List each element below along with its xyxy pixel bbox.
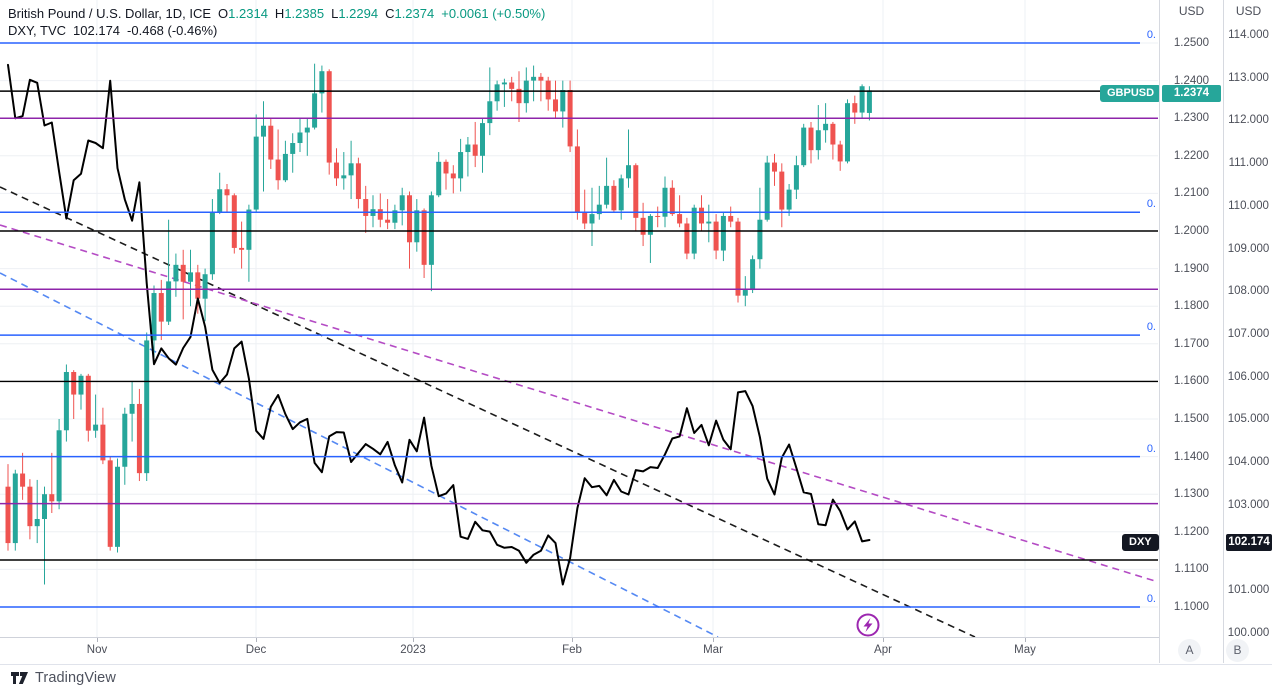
trendlines [0, 186, 1156, 638]
chart-pane[interactable] [0, 0, 1272, 663]
scale-b-button[interactable]: B [1226, 639, 1249, 662]
dxy-tick-label: 106.000 [1227, 370, 1270, 383]
fib-level-label: 0. [1146, 321, 1156, 334]
magenta-dashed-trendline [0, 224, 1156, 582]
fib-level-label: 0. [1146, 593, 1156, 605]
legend-row-dxy[interactable]: DXY, TVC 102.174 -0.468 (-0.46%) [8, 22, 545, 39]
candlestick-series [5, 63, 872, 585]
tradingview-logo-icon [11, 672, 28, 684]
time-tick-label: Apr [874, 644, 892, 656]
gbpusd-tick-label: 1.1400 [1173, 450, 1210, 463]
dxy-tick-label: 107.000 [1227, 327, 1270, 340]
fib-level-label: 0. [1146, 198, 1156, 211]
gbpusd-tick-label: 1.1200 [1173, 525, 1210, 538]
time-tick-mark [97, 638, 98, 642]
tradingview-logo-text: TradingView [35, 669, 116, 686]
gbpusd-tick-label: 1.2000 [1173, 225, 1210, 237]
ohlc-low: L1.2294 [331, 6, 379, 21]
dxy-tick-label: 103.000 [1227, 498, 1270, 511]
time-tick-label: Dec [245, 644, 267, 656]
dxy-tick-label: 108.000 [1227, 285, 1270, 298]
gbpusd-scale-currency: USD [1178, 4, 1205, 18]
dxy-tick-label: 114.000 [1228, 29, 1269, 41]
symbol-title: British Pound / U.S. Dollar, 1D, ICE [8, 6, 212, 21]
dxy-value: 102.174 [73, 23, 121, 38]
dxy-tick-label: 101.000 [1227, 584, 1270, 597]
daily-change: +0.0061 (+0.50%) [441, 6, 546, 21]
time-scale[interactable]: Nov Dec 2023 Feb Mar Apr May [0, 637, 1272, 665]
dxy-tick-label: 104.000 [1227, 456, 1270, 468]
dxy-price-scale[interactable]: USD 102.174 114.000 113.000 112.000 111.000… [1223, 0, 1272, 663]
time-tick-mark [413, 638, 414, 642]
time-tick-label: May [1014, 644, 1036, 656]
dxy-tick-label: 111.000 [1228, 157, 1269, 170]
symbol-legend: British Pound / U.S. Dollar, 1D, ICE O1.… [8, 5, 545, 39]
gbpusd-tick-label: 1.1900 [1173, 262, 1210, 275]
time-tick-mark [1025, 638, 1026, 642]
dxy-tick-label: 105.000 [1227, 413, 1270, 426]
overlay-title: DXY, TVC [8, 23, 67, 38]
dxy-tick-label: 112.000 [1228, 114, 1269, 127]
gbpusd-tick-label: 1.1600 [1173, 375, 1210, 388]
gbpusd-tick-label: 1.2500 [1173, 37, 1210, 49]
dxy-tick-label: 110.000 [1228, 199, 1269, 212]
time-tick-label: 2023 [400, 644, 426, 656]
dxy-scale-currency: USD [1235, 4, 1262, 18]
fib-level-label: 0. [1146, 442, 1156, 455]
dxy-tick-label: 113.000 [1228, 71, 1269, 84]
dxy-tick-label: 100.000 [1227, 626, 1270, 639]
blue-dashed-trendline [0, 272, 719, 638]
gbpusd-tick-label: 1.1000 [1173, 601, 1210, 613]
horizontal-level-lines [0, 42, 1158, 608]
gbpusd-tick-label: 1.1300 [1173, 488, 1210, 501]
ohlc-close: C1.2374 [385, 6, 435, 21]
gbpusd-last-price-label: 1.2374 [1162, 85, 1221, 102]
ohlc-high: H1.2385 [274, 6, 325, 21]
grid [0, 0, 1158, 637]
gbpusd-tick-label: 1.2400 [1173, 74, 1210, 87]
lightning-marker-icon[interactable] [856, 613, 880, 637]
tradingview-logo[interactable]: TradingView [10, 668, 116, 687]
scale-a-button[interactable]: A [1178, 639, 1201, 662]
dxy-last-price-label: 102.174 [1226, 534, 1272, 551]
time-tick-label: Nov [86, 644, 108, 656]
time-tick-label: Feb [562, 644, 582, 656]
legend-row-gbpusd[interactable]: British Pound / U.S. Dollar, 1D, ICE O1.… [8, 5, 545, 22]
time-tick-mark [256, 638, 257, 642]
dxy-line-series [7, 63, 871, 586]
gbpusd-tick-label: 1.2100 [1173, 187, 1210, 200]
time-tick-mark [883, 638, 884, 642]
time-tick-mark [713, 638, 714, 642]
gbpusd-tick-label: 1.2200 [1173, 149, 1210, 162]
gbpusd-price-scale[interactable]: USD 1.2374 1.2500 1.2400 1.2300 1.2200 1.210… [1159, 0, 1223, 663]
gbpusd-tick-label: 1.1500 [1173, 413, 1210, 425]
black-dashed-trendline [0, 186, 976, 638]
dxy-series-badge: DXY [1122, 534, 1159, 551]
time-tick-label: Mar [703, 644, 723, 656]
dxy-tick-label: 109.000 [1227, 242, 1270, 255]
gbpusd-tick-label: 1.1100 [1174, 563, 1209, 576]
gbpusd-series-badge: GBPUSD [1100, 85, 1162, 102]
ohlc-open: O1.2314 [218, 6, 268, 21]
gbpusd-tick-label: 1.1800 [1173, 300, 1210, 313]
dxy-change: -0.468 (-0.46%) [127, 23, 218, 38]
gbpusd-tick-label: 1.2300 [1173, 112, 1210, 125]
fib-level-label: 0. [1146, 29, 1156, 41]
time-tick-mark [572, 638, 573, 642]
gbpusd-tick-label: 1.1700 [1173, 337, 1210, 350]
